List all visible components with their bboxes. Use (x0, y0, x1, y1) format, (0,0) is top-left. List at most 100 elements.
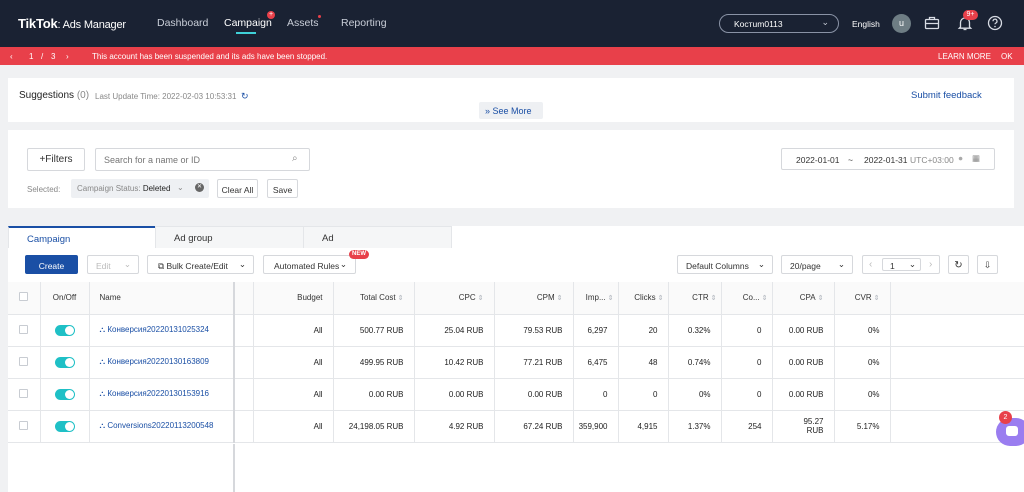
row-checkbox[interactable] (19, 324, 29, 334)
language-switcher[interactable]: English (852, 19, 880, 29)
automated-rules-dropdown[interactable]: Automated Rules ⌄ (263, 255, 356, 274)
chevron-right-icon[interactable]: › (66, 52, 69, 61)
table-row: ⛬ Conversions20220113200548 All 24,198.0… (8, 410, 1024, 443)
top-navigation-bar: TikTok: Ads Manager Dashboard Campaign +… (0, 0, 1024, 47)
campaign-name-link[interactable]: Конверсия20220130163809 (107, 357, 210, 366)
nav-campaign[interactable]: Campaign (224, 17, 272, 29)
briefcase-icon[interactable] (923, 14, 941, 32)
on-off-cell (40, 346, 90, 379)
see-more-button[interactable]: » See More (479, 102, 543, 119)
notification-count-badge: 9+ (963, 10, 978, 20)
create-button[interactable]: Create (25, 255, 78, 274)
nav-dashboard[interactable]: Dashboard (157, 17, 209, 29)
cpa-cell: 95.27 RUB (772, 410, 835, 443)
status-toggle[interactable] (54, 356, 75, 368)
header-cpm[interactable]: CPM ⇕ (494, 282, 574, 315)
date-range-picker[interactable]: 2022-01-01 ~ 2022-01-31 UTC+03:00 ● ▦ (781, 148, 995, 170)
campaign-name-link[interactable]: Conversions20220113200548 (107, 421, 214, 430)
alert-message: This account has been suspended and its … (92, 52, 328, 61)
default-columns-dropdown[interactable]: Default Columns ⌄ (677, 255, 773, 274)
campaign-status-filter-chip[interactable]: Campaign Status: Deleted ⌄ ✕ (71, 179, 209, 198)
conversions-cell: 0 (721, 378, 773, 411)
header-cpc[interactable]: CPC ⇕ (414, 282, 495, 315)
header-on-off: On/Off (40, 282, 90, 315)
row-select-cell (8, 410, 41, 443)
budget-cell: All (253, 378, 334, 411)
chevron-down-icon: ⌄ (123, 259, 131, 269)
nav-assets[interactable]: Assets (287, 17, 319, 29)
row-checkbox[interactable] (19, 388, 29, 398)
cpm-cell: 67.24 RUB (494, 410, 574, 443)
impressions-cell: 359,900 (573, 410, 619, 443)
clear-all-button[interactable]: Clear All (217, 179, 258, 198)
header-cvr[interactable]: CVR ⇕ (834, 282, 891, 315)
filters-button[interactable]: +Filters (27, 148, 85, 171)
learn-more-link[interactable]: LEARN MORE (938, 52, 991, 61)
row-checkbox[interactable] (19, 356, 29, 366)
edit-dropdown[interactable]: Edit ⌄ (87, 255, 139, 274)
clear-chip-icon[interactable]: ✕ (195, 183, 204, 192)
header-cpa[interactable]: CPA ⇕ (772, 282, 835, 315)
suggestions-panel: Suggestions (0) Last Update Time: 2022-0… (8, 78, 1014, 122)
date-start: 2022-01-01 (796, 155, 840, 165)
header-impressions[interactable]: Imp... ⇕ (573, 282, 619, 315)
tab-ad-group[interactable]: Ad group (155, 226, 304, 248)
chevron-down-icon[interactable]: ⌄ (177, 183, 184, 192)
header-total-cost[interactable]: Total Cost ⇕ (333, 282, 415, 315)
save-filter-button[interactable]: Save (267, 179, 298, 198)
status-toggle[interactable] (54, 388, 75, 400)
status-toggle[interactable] (54, 324, 75, 336)
chevron-down-icon: ⌄ (339, 259, 347, 269)
header-conversions[interactable]: Co... ⇕ (721, 282, 773, 315)
header-filler (890, 282, 1024, 315)
campaign-icon: ⛬ (99, 421, 108, 430)
header-name: Name (89, 282, 235, 315)
chevron-down-icon: ⌄ (757, 259, 765, 269)
suggestions-title: Suggestions (0) (19, 90, 89, 101)
nav-reporting[interactable]: Reporting (341, 17, 387, 29)
campaign-name-link[interactable]: Конверсия20220130153916 (107, 389, 210, 398)
refresh-icon[interactable]: ↻ (948, 255, 969, 274)
campaign-name-link[interactable]: Конверсия20220131025324 (107, 325, 210, 334)
select-all-checkbox[interactable] (19, 292, 29, 302)
ctr-cell: 1.37% (668, 410, 722, 443)
date-separator: ~ (848, 155, 853, 165)
tab-ad[interactable]: Ad (303, 226, 452, 248)
sort-icon: ⇕ (607, 295, 614, 303)
conversions-cell: 254 (721, 410, 773, 443)
cpa-cell: 0.00 RUB (772, 314, 835, 347)
total-cost-label: Total Cost (360, 293, 396, 303)
refresh-icon[interactable]: ↻ (241, 91, 249, 101)
page-size-dropdown[interactable]: 20/page ⌄ (781, 255, 853, 274)
status-toggle[interactable] (54, 420, 75, 432)
export-icon[interactable]: ⇩ (977, 255, 998, 274)
ctr-label: CTR (692, 293, 709, 303)
chevron-left-icon[interactable]: ‹ (10, 52, 13, 61)
active-tab-indicator (236, 32, 256, 34)
chevron-right-icon[interactable]: › (929, 259, 933, 270)
header-ctr[interactable]: CTR ⇕ (668, 282, 722, 315)
header-clicks[interactable]: Clicks ⇕ (618, 282, 669, 315)
cpm-label: CPM (536, 293, 555, 303)
search-input[interactable] (95, 148, 310, 171)
sort-icon: ⇕ (710, 295, 717, 303)
double-chevron-down-icon: » (485, 106, 491, 116)
row-checkbox[interactable] (19, 420, 29, 430)
see-more-label: See More (492, 106, 532, 116)
bulk-create-edit-dropdown[interactable]: ⧉ Bulk Create/Edit ⌄ (147, 255, 254, 274)
avatar[interactable]: u (892, 14, 911, 33)
submit-feedback-link[interactable]: Submit feedback (911, 90, 982, 101)
sort-icon: ⇕ (477, 295, 484, 303)
page-number-select[interactable]: 1 ⌄ (882, 258, 921, 271)
help-icon[interactable] (986, 14, 1004, 32)
tab-campaign[interactable]: Campaign (8, 226, 156, 248)
account-selector[interactable]: Kocтum0113 ⌄ (719, 14, 839, 33)
cpm-cell: 77.21 RUB (494, 346, 574, 379)
chevron-down-icon: ⌄ (837, 259, 845, 269)
alert-ok-button[interactable]: OK (1001, 52, 1013, 61)
chevron-left-icon[interactable]: ‹ (869, 259, 873, 270)
total-cost-cell: 0.00 RUB (333, 378, 415, 411)
filler-cell (890, 378, 1024, 411)
bulk-label: Bulk Create/Edit (166, 261, 228, 271)
tiktok-ads-manager-logo[interactable]: TikTok: Ads Manager (18, 16, 126, 31)
